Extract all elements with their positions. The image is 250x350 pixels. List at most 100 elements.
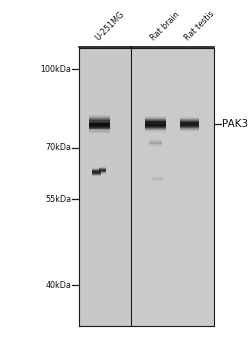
Bar: [99, 171, 106, 172]
Bar: [92, 172, 101, 173]
Bar: [145, 129, 166, 130]
Bar: [148, 140, 162, 141]
Bar: [152, 178, 163, 179]
Bar: [148, 141, 162, 142]
Bar: [92, 174, 101, 175]
Text: 55kDa: 55kDa: [45, 195, 71, 204]
Bar: [152, 178, 163, 179]
Bar: [88, 124, 110, 125]
Bar: [180, 124, 199, 125]
Bar: [92, 169, 101, 170]
Bar: [88, 125, 110, 126]
Bar: [145, 125, 166, 126]
Bar: [88, 119, 110, 120]
Bar: [99, 167, 106, 168]
Bar: [180, 117, 199, 118]
Bar: [145, 125, 166, 126]
Bar: [145, 119, 166, 120]
Bar: [180, 126, 199, 127]
Bar: [152, 176, 163, 177]
Bar: [148, 141, 162, 142]
Bar: [152, 181, 163, 182]
Bar: [145, 120, 166, 121]
Bar: [145, 124, 166, 125]
Bar: [88, 122, 110, 123]
Bar: [180, 126, 199, 127]
Bar: [148, 144, 162, 145]
Bar: [145, 128, 166, 129]
Bar: [99, 170, 106, 171]
Bar: [145, 129, 166, 130]
Bar: [88, 121, 110, 122]
Bar: [99, 172, 106, 173]
Bar: [92, 168, 101, 169]
Bar: [180, 130, 199, 131]
Bar: [145, 124, 166, 125]
Bar: [131, 49, 214, 326]
Bar: [145, 116, 166, 117]
Bar: [152, 180, 163, 181]
Bar: [148, 142, 162, 143]
Bar: [145, 120, 166, 121]
Bar: [99, 173, 106, 174]
Bar: [92, 174, 101, 175]
Bar: [148, 142, 162, 143]
Text: PAK3: PAK3: [222, 119, 248, 129]
Bar: [99, 167, 106, 168]
Bar: [88, 130, 110, 131]
Bar: [145, 127, 166, 128]
Bar: [180, 117, 199, 118]
Bar: [92, 170, 101, 171]
Bar: [88, 120, 110, 121]
Bar: [88, 131, 110, 132]
Bar: [180, 125, 199, 126]
Bar: [180, 121, 199, 122]
Bar: [99, 173, 106, 174]
Bar: [145, 126, 166, 127]
Bar: [88, 119, 110, 120]
Bar: [145, 117, 166, 118]
Bar: [92, 169, 101, 170]
Bar: [99, 168, 106, 169]
Bar: [99, 169, 106, 170]
Bar: [148, 142, 162, 143]
Bar: [145, 118, 166, 119]
Bar: [180, 119, 199, 120]
Bar: [152, 179, 163, 180]
Bar: [92, 173, 101, 174]
Bar: [152, 176, 163, 177]
Bar: [99, 171, 106, 172]
Bar: [145, 130, 166, 131]
Bar: [145, 128, 166, 129]
Bar: [99, 169, 106, 170]
Bar: [180, 118, 199, 119]
Text: U-251MG: U-251MG: [93, 9, 126, 42]
Bar: [92, 171, 101, 172]
Bar: [148, 144, 162, 145]
Bar: [152, 178, 163, 179]
Bar: [148, 140, 162, 141]
Bar: [148, 139, 162, 140]
Bar: [88, 121, 110, 122]
Bar: [99, 169, 106, 170]
Bar: [148, 139, 162, 140]
Bar: [99, 170, 106, 171]
Text: 100kDa: 100kDa: [40, 64, 71, 74]
Bar: [180, 123, 199, 124]
Bar: [145, 116, 166, 117]
Bar: [148, 145, 162, 146]
Text: 70kDa: 70kDa: [45, 144, 71, 153]
Bar: [148, 145, 162, 146]
Bar: [145, 122, 166, 123]
Bar: [148, 141, 162, 142]
Bar: [88, 130, 110, 131]
Bar: [180, 121, 199, 122]
Bar: [88, 126, 110, 127]
Bar: [180, 122, 199, 123]
Bar: [88, 125, 110, 126]
Bar: [88, 123, 110, 124]
Bar: [180, 125, 199, 126]
Bar: [88, 127, 110, 128]
Bar: [152, 181, 163, 182]
Bar: [88, 128, 110, 129]
